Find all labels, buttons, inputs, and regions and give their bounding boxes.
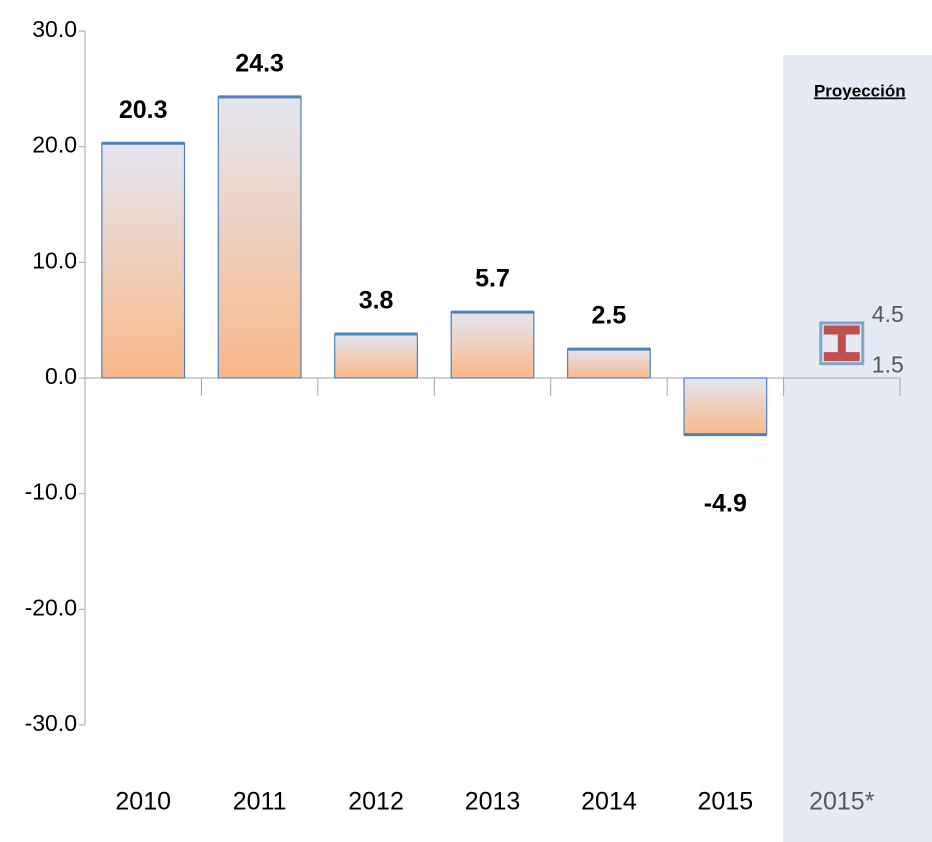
y-tick-label: -20.0 [25, 594, 77, 620]
value-label: -4.9 [704, 489, 747, 517]
x-tick-label: 2010 [115, 788, 171, 816]
projection-low-label: 1.5 [872, 352, 904, 378]
y-tick-label: -30.0 [25, 710, 77, 736]
projection-band [783, 55, 932, 842]
y-tick-label: -10.0 [25, 479, 77, 505]
value-label: 5.7 [475, 265, 510, 293]
x-tick-label: 2015* [809, 788, 875, 816]
y-tick-label: 10.0 [32, 247, 77, 273]
projection-high-label: 4.5 [872, 301, 904, 327]
x-tick-label: 2014 [581, 788, 637, 816]
x-tick-label: 2013 [465, 788, 521, 816]
projection-title: Proyección [814, 81, 906, 100]
projection-box [819, 321, 865, 366]
bar [217, 96, 302, 379]
x-tick-label: 2012 [348, 788, 404, 816]
bar [101, 142, 186, 379]
bar [334, 333, 419, 379]
y-tick-label: 20.0 [32, 132, 77, 158]
bar [450, 311, 535, 379]
y-tick-label: 0.0 [45, 363, 77, 389]
x-tick-label: 2011 [233, 788, 287, 816]
bar [566, 348, 651, 379]
value-label: 2.5 [592, 302, 627, 330]
y-tick-label: 30.0 [32, 16, 77, 42]
x-tick-label: 2015 [698, 788, 754, 816]
value-label: 3.8 [359, 287, 394, 315]
bar [683, 377, 768, 436]
value-label: 24.3 [235, 50, 284, 78]
value-label: 20.3 [119, 96, 168, 124]
